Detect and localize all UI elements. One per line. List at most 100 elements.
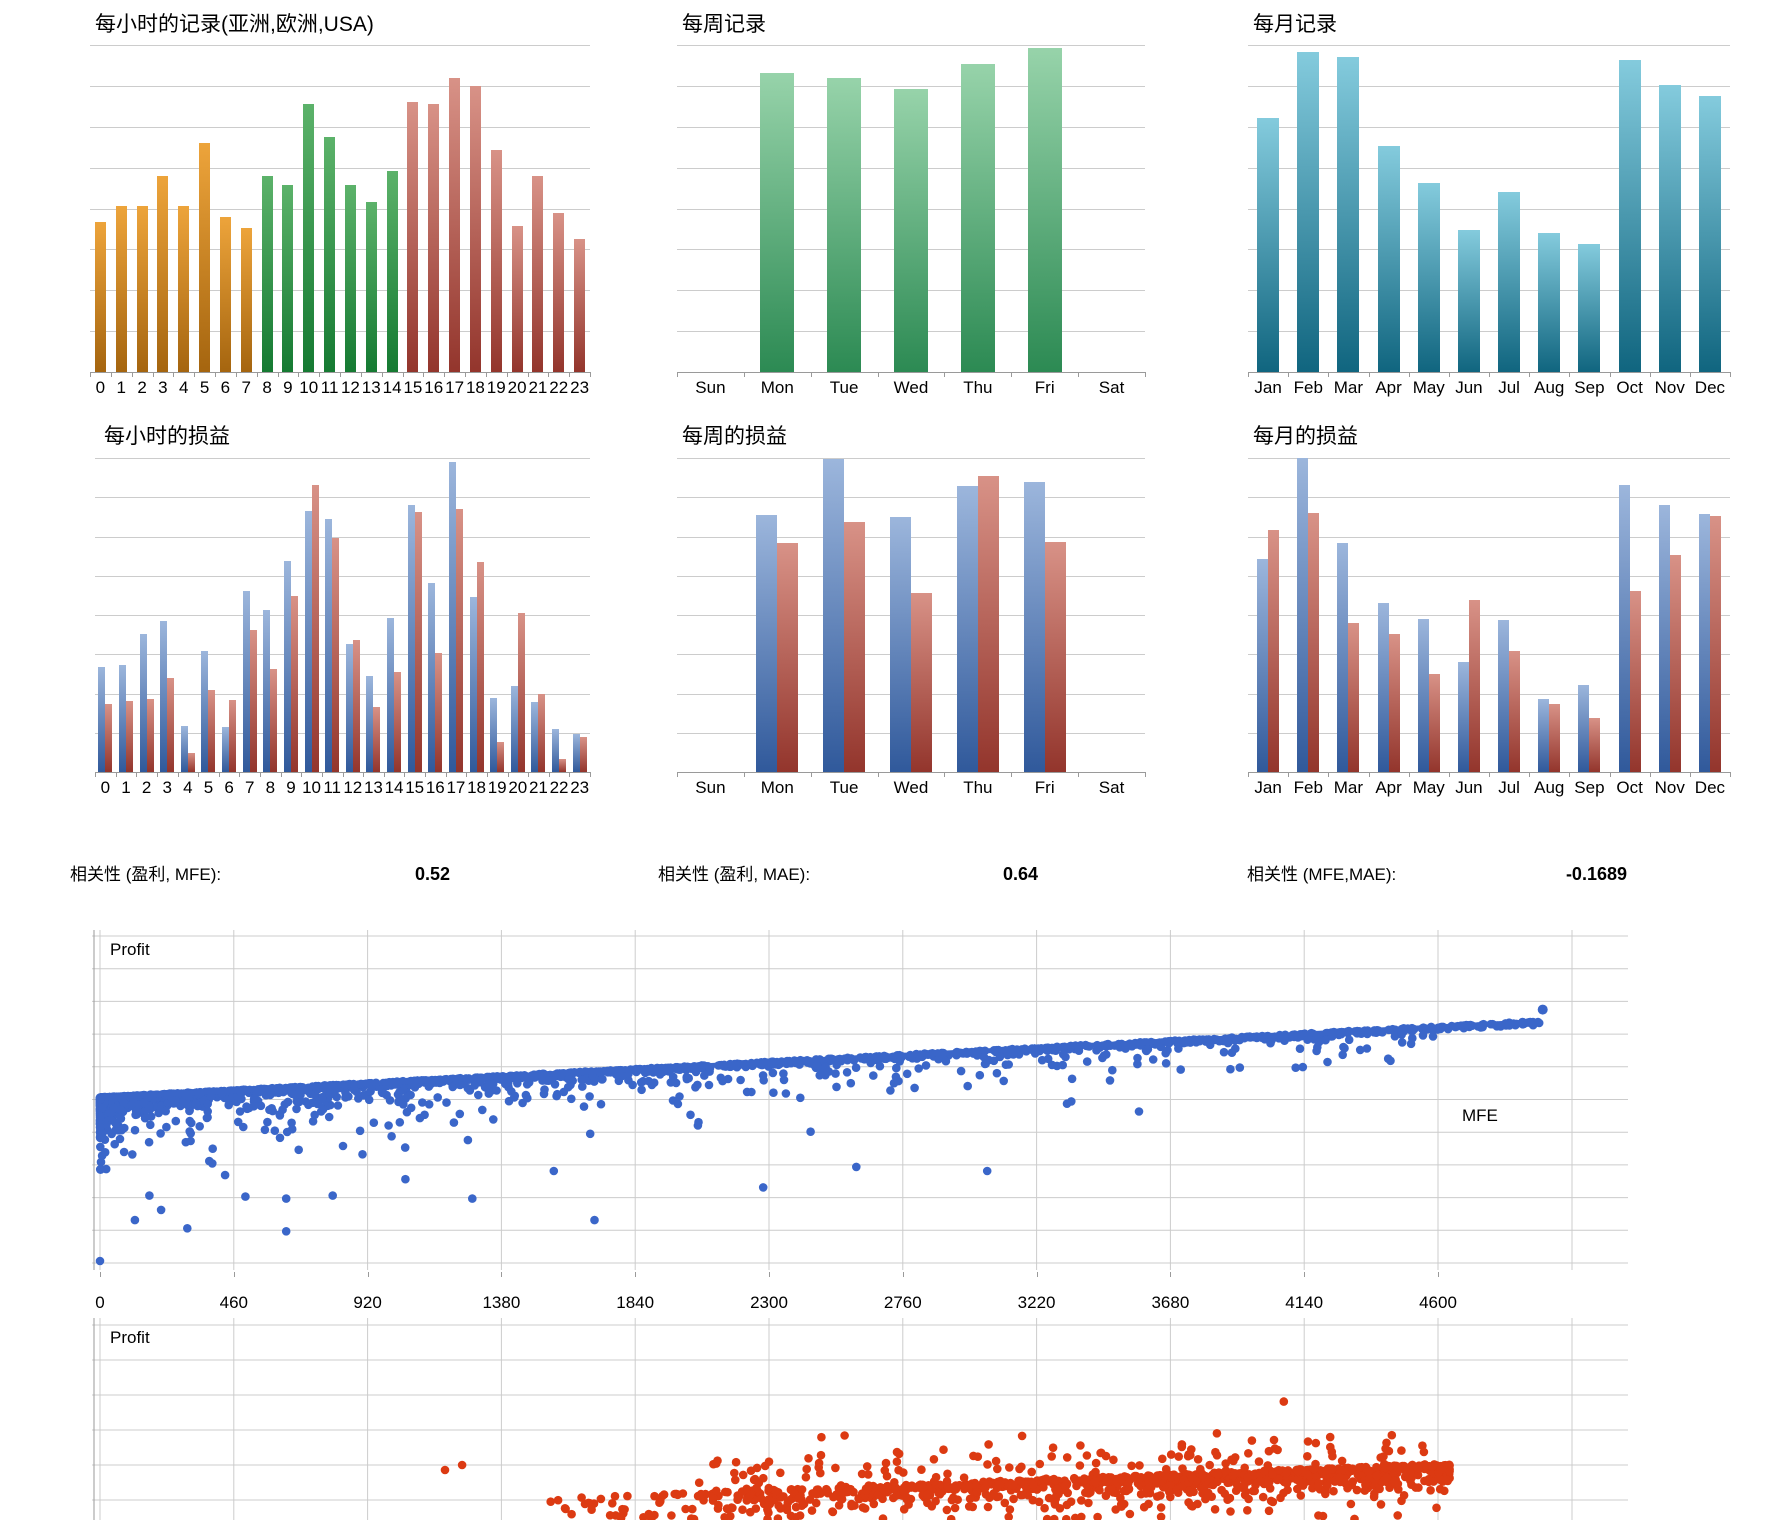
correlation-label: 相关性 (盈利, MFE): [70,865,222,884]
gridline [95,733,590,734]
scatter-point [597,1075,607,1084]
scatter-point [1362,1044,1372,1053]
bar-monthly_pl-Nov-profit-blue [1658,504,1670,772]
x-axis-label: 20 [508,778,528,797]
x-tick [1609,772,1611,777]
scatter-point [1133,1475,1143,1485]
scatter-point [1076,1441,1085,1450]
scatter-point [318,1105,328,1114]
scatter-point [1312,1472,1321,1481]
bar-monthly_records-Jan [1257,117,1280,372]
scatter-point [463,1135,473,1145]
scatter-point [730,1468,739,1478]
scatter-point [1244,1494,1253,1504]
bar-monthly_pl-Feb-profit-blue [1297,458,1309,772]
scatter-point [1436,1465,1445,1475]
gridline [1248,249,1730,250]
scatter-point [205,1156,214,1166]
x-axis-label: Aug [1534,778,1565,797]
scatter-point [1323,1481,1332,1490]
scatter-point [1264,1506,1274,1516]
scatter-point [1082,1451,1092,1460]
scatter-point [1051,1476,1060,1485]
scatter-point [115,1134,125,1144]
x-tick [1011,372,1013,377]
x-tick [1408,772,1410,777]
correlation-profit-mfe: 相关性 (盈利, MFE): 0.52 [70,860,450,885]
scatter-point [842,1068,852,1077]
bar-monthly_pl-Dec-loss-red [1709,516,1721,772]
scatter-point [1355,1045,1365,1055]
scatter-point [1111,1505,1120,1514]
scatter-point [313,1099,322,1109]
gridline [95,694,590,695]
bar-hourly_pl-21-loss-red [538,693,546,772]
axis-title-profit: Profit [110,940,150,959]
x-axis-label: Sep [1574,778,1605,797]
scatter-point [522,1080,532,1089]
bar-hourly_pl-20-loss-red [517,612,525,772]
x-tick [235,372,237,377]
x-axis-label: 17 [446,778,466,797]
scatter-point [1156,1503,1166,1512]
scatter-point [156,1129,165,1138]
scatter-point [783,1498,793,1507]
bar-hourly_pl-10-profit-blue [304,510,312,772]
scatter-point [1411,1483,1421,1492]
x-tick [319,372,321,377]
bar-weekly_pl-Tue-loss-red [844,521,866,772]
scatter-point [474,1090,483,1100]
scatter-point [96,1130,105,1140]
gridline [1248,537,1730,538]
x-tick [90,372,91,377]
x-tick [877,772,879,777]
x-tick [677,772,678,777]
scatter-point [1270,1444,1280,1453]
scatter-point [1231,1044,1240,1053]
scatter-point [649,1078,659,1087]
scatter-point [918,1483,928,1492]
gridline [90,209,590,210]
x-tick [1529,372,1531,377]
scatter-point [1346,1499,1356,1509]
scatter-point [1005,1463,1014,1472]
scatter-point [972,1487,981,1497]
scatter-point [623,1491,632,1501]
x-axis-label: 2300 [750,1293,788,1312]
scatter-point [624,1075,633,1085]
x-tick [1078,372,1080,377]
x-tick [198,772,200,777]
x-axis-label: 23 [570,378,590,397]
x-tick [1649,372,1651,377]
scatter-point [468,1194,477,1203]
bar-hourly_records-2 [136,206,148,372]
scatter-point [982,1166,992,1176]
x-axis-label: Mon [760,378,794,397]
correlation-mfe-mae: 相关性 (MFE,MAE): -0.1689 [1247,860,1627,885]
scatter-point [596,1494,606,1504]
x-tick [590,772,591,777]
chart-title-weekly_records: 每周记录 [682,13,766,36]
x-tick [404,772,406,777]
scatter-point [696,1490,706,1500]
scatter-point [418,1098,427,1107]
scatter-point [756,1494,766,1503]
scatter-point [723,1504,732,1514]
bar-monthly_pl-Aug-profit-blue [1538,698,1550,772]
scatter-point [1382,1473,1392,1482]
scatter-point [1030,1049,1040,1058]
x-axis-label: Nov [1654,778,1685,797]
gridline [1248,209,1730,210]
x-axis-label: 2760 [883,1293,922,1312]
scatter-point [224,1100,233,1110]
scatter-point [1243,1506,1252,1515]
scatter-point [1127,1461,1136,1471]
scatter-point [941,1056,951,1066]
x-axis-label: Feb [1293,378,1323,397]
scatter-point [161,1106,170,1116]
gridline [1248,127,1730,128]
scatter-point [1156,1042,1165,1052]
bar-hourly_pl-5-profit-blue [201,651,209,772]
scatter-point [399,1100,408,1109]
scatter-point [183,1100,192,1109]
